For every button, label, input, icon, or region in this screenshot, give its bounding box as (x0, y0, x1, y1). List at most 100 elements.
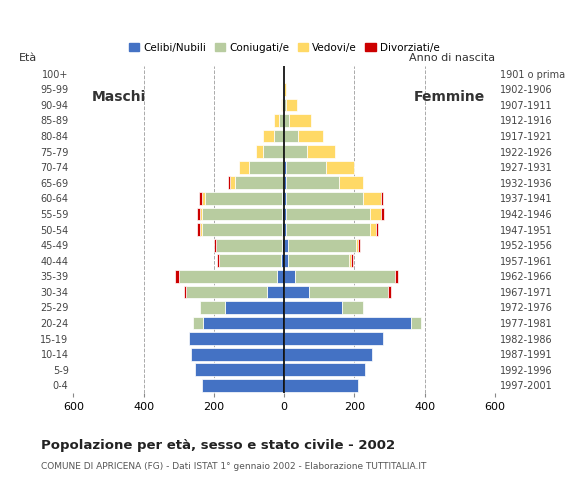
Bar (284, 317, 411, 329)
Text: Femmine: Femmine (414, 90, 485, 105)
Bar (363, 192, 381, 205)
Bar (295, 270, 395, 283)
Bar (284, 223, 286, 236)
Bar (175, 270, 179, 283)
Bar (298, 130, 323, 143)
Bar (228, 177, 230, 189)
Bar (274, 130, 284, 143)
Text: Anno di nascita: Anno di nascita (409, 53, 495, 63)
Bar (279, 114, 284, 127)
Bar (224, 301, 284, 314)
Bar (307, 145, 335, 158)
Bar (284, 332, 383, 345)
Bar (381, 207, 383, 220)
Bar (388, 286, 391, 298)
Bar (284, 130, 298, 143)
Bar (202, 207, 282, 220)
Bar (284, 98, 286, 111)
Bar (284, 239, 288, 252)
Bar (263, 130, 274, 143)
Bar (309, 286, 388, 298)
Bar (197, 223, 200, 236)
Bar (286, 177, 339, 189)
Bar (411, 317, 421, 329)
Bar (200, 207, 202, 220)
Bar (284, 270, 295, 283)
Bar (286, 192, 363, 205)
Bar (274, 114, 279, 127)
Bar (370, 223, 376, 236)
Bar (219, 254, 281, 267)
Bar (349, 254, 351, 267)
Bar (381, 192, 383, 205)
Bar (193, 317, 204, 329)
Text: Maschi: Maschi (92, 90, 146, 105)
Bar (230, 177, 235, 189)
Bar (288, 239, 356, 252)
Bar (286, 161, 327, 174)
Bar (376, 223, 378, 236)
Bar (249, 161, 284, 174)
Bar (199, 192, 202, 205)
Bar (281, 98, 282, 111)
Bar (218, 254, 219, 267)
Bar (282, 192, 284, 205)
Bar (284, 145, 307, 158)
Legend: Celibi/Nubili, Coniugati/e, Vedovi/e, Divorziati/e: Celibi/Nubili, Coniugati/e, Vedovi/e, Di… (125, 38, 444, 57)
Bar (284, 254, 288, 267)
Bar (284, 177, 286, 189)
Bar (286, 223, 370, 236)
Text: Popolazione per età, sesso e stato civile - 2002: Popolazione per età, sesso e stato civil… (41, 439, 395, 452)
Bar (205, 192, 282, 205)
Bar (288, 254, 349, 267)
Bar (356, 239, 358, 252)
Bar (281, 254, 284, 267)
Bar (286, 98, 296, 111)
Bar (277, 270, 284, 283)
Bar (284, 286, 309, 298)
Bar (216, 239, 282, 252)
Bar (351, 254, 353, 267)
Bar (189, 332, 284, 345)
Bar (284, 379, 358, 392)
Bar (342, 301, 363, 314)
Bar (284, 114, 289, 127)
Bar (202, 192, 205, 205)
Bar (235, 177, 284, 189)
Bar (327, 161, 354, 174)
Bar (202, 379, 284, 392)
Bar (284, 363, 365, 376)
Bar (284, 83, 286, 96)
Text: COMUNE DI APRICENA (FG) - Dati ISTAT 1° gennaio 2002 - Elaborazione TUTTITALIA.I: COMUNE DI APRICENA (FG) - Dati ISTAT 1° … (41, 462, 426, 471)
Bar (289, 114, 310, 127)
Bar (395, 270, 398, 283)
Bar (284, 207, 286, 220)
Bar (263, 145, 284, 158)
Bar (282, 239, 284, 252)
Bar (282, 98, 284, 111)
Bar (267, 286, 284, 298)
Bar (186, 286, 267, 298)
Bar (200, 301, 224, 314)
Bar (202, 223, 282, 236)
Bar (286, 207, 370, 220)
Bar (200, 223, 202, 236)
Text: Età: Età (19, 53, 37, 63)
Bar (339, 177, 363, 189)
Bar (282, 207, 284, 220)
Bar (195, 363, 284, 376)
Bar (284, 161, 286, 174)
Bar (284, 301, 342, 314)
Bar (358, 239, 360, 252)
Bar (256, 145, 263, 158)
Bar (191, 348, 284, 360)
Bar (197, 207, 200, 220)
Bar (284, 192, 286, 205)
Bar (214, 239, 216, 252)
Bar (370, 207, 381, 220)
Bar (238, 161, 249, 174)
Bar (282, 223, 284, 236)
Bar (204, 317, 284, 329)
Bar (184, 286, 186, 298)
Bar (284, 348, 372, 360)
